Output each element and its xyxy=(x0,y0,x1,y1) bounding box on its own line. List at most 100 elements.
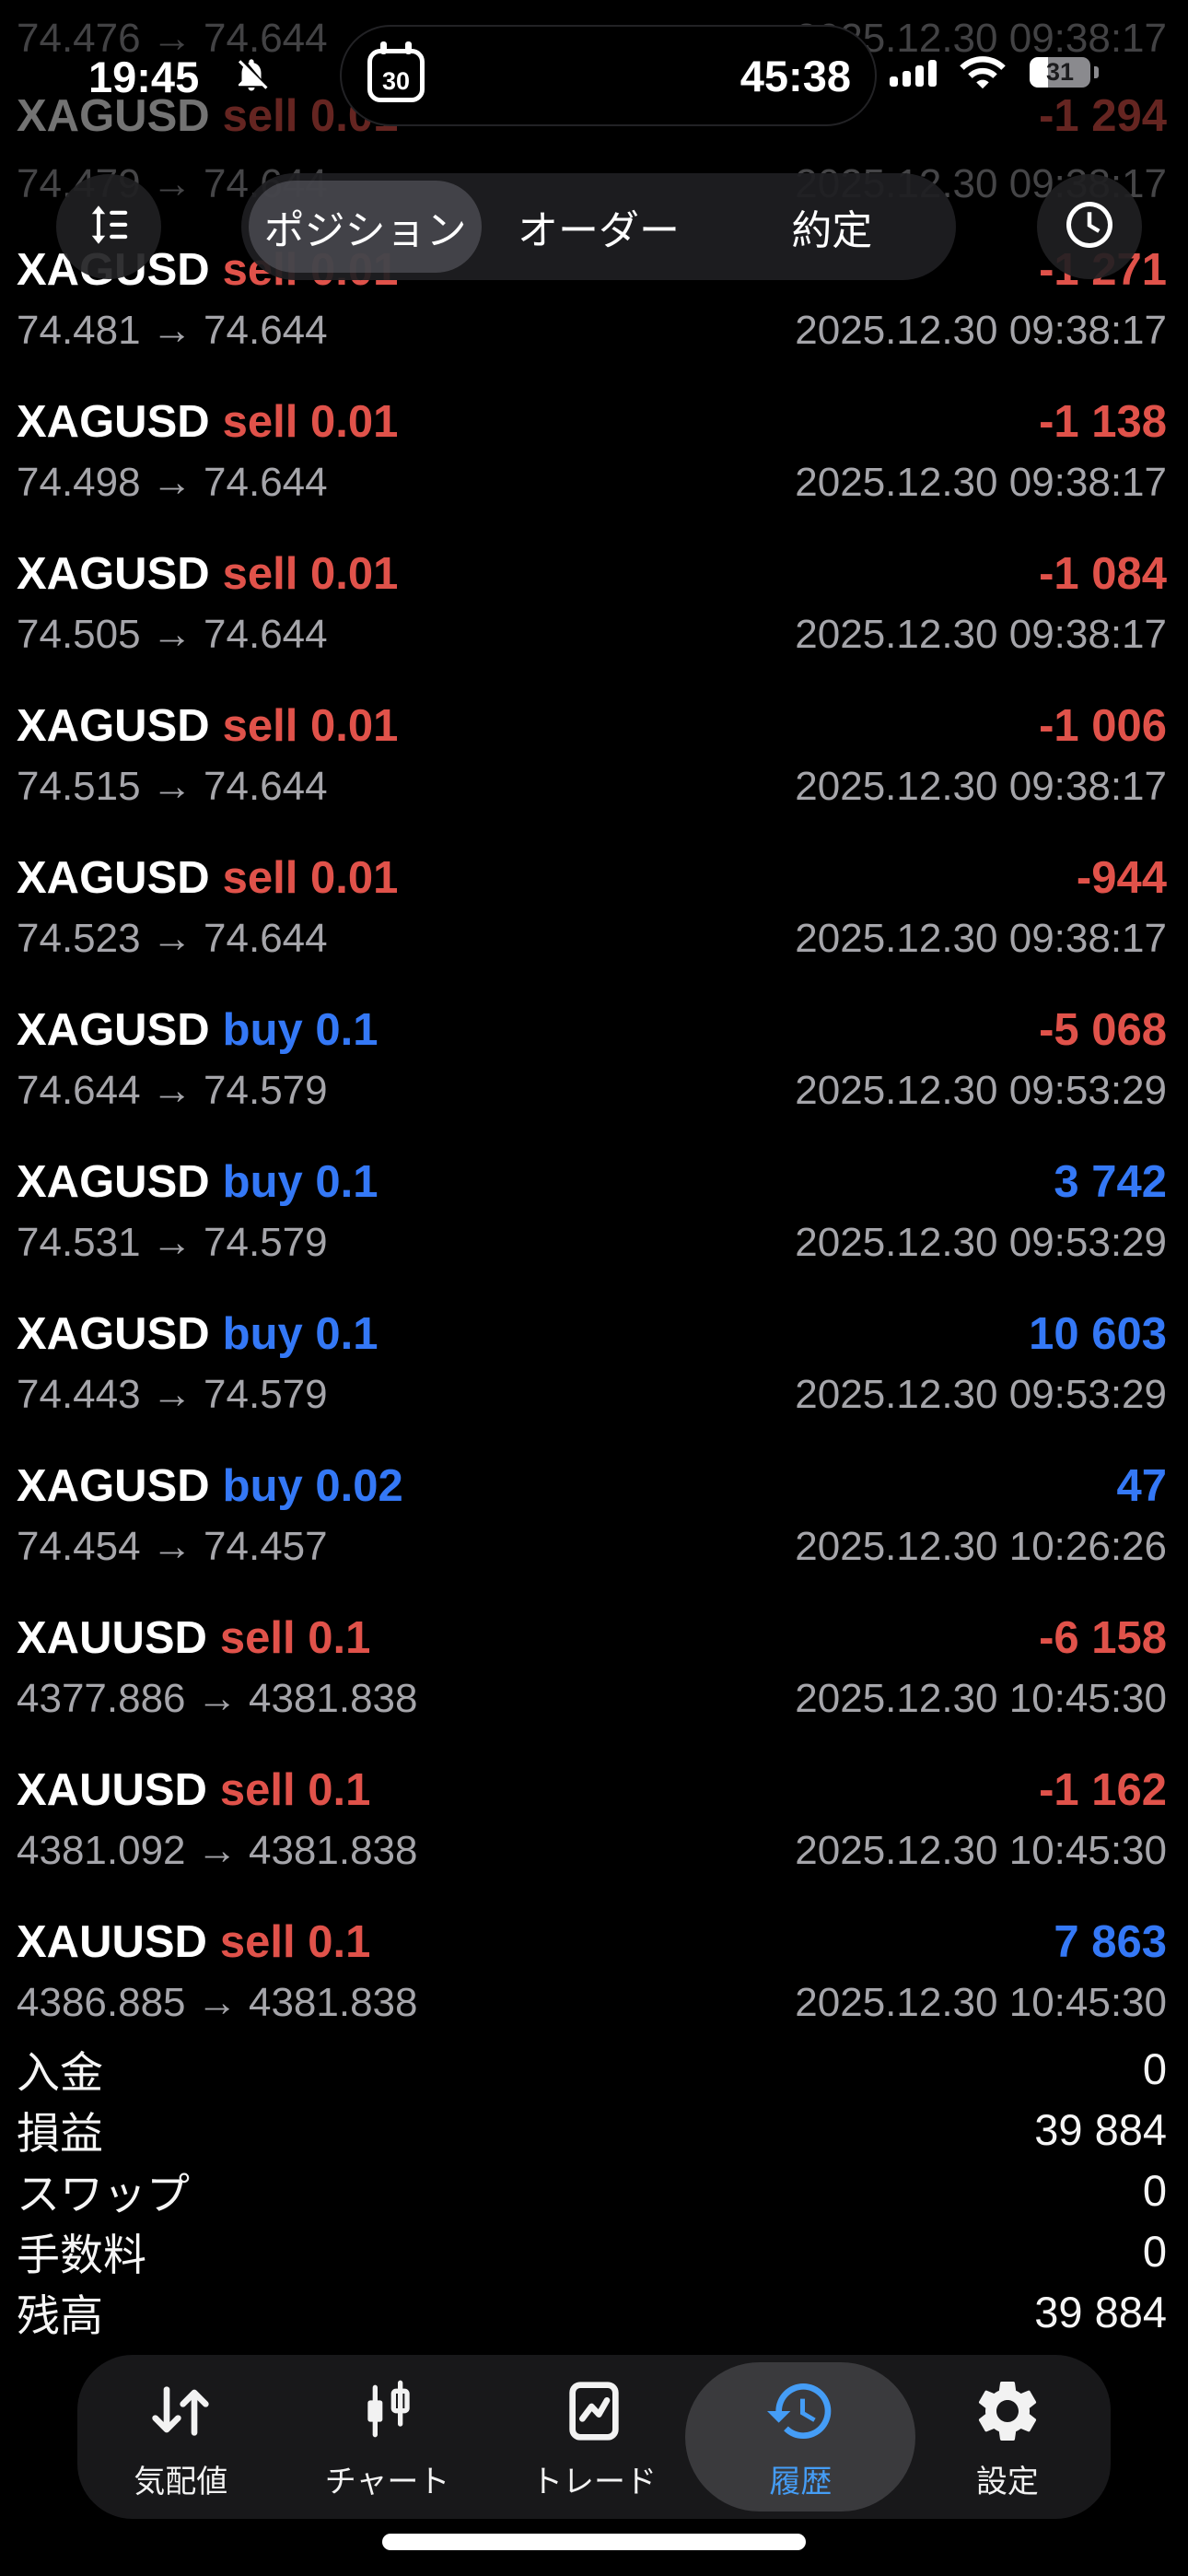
table-row[interactable]: XAGUSD buy 0.1 10 603 74.443 → 74.579 2025.… xyxy=(17,1306,1167,1458)
ghost-row-prices: 74.476 → 74.644 2025.12.30 09:38:17 xyxy=(17,12,1167,65)
symbol: XAGUSD xyxy=(17,1309,210,1359)
close-time: 2025.12.30 09:53:29 xyxy=(795,1220,1167,1265)
close-time: 2025.12.30 09:53:29 xyxy=(795,1372,1167,1417)
prices: 74.523 → 74.644 xyxy=(17,916,328,961)
table-row[interactable]: XAGUSD buy 0.02 47 74.454 → 74.457 2025.12.… xyxy=(17,1458,1167,1610)
prices: 74.481 → 74.644 xyxy=(17,308,328,353)
summary-swap: スワップ 0 xyxy=(17,2165,1167,2219)
close-time: 2025.12.30 09:38:17 xyxy=(795,612,1167,657)
nav-item-trade[interactable]: トレード xyxy=(491,2355,697,2519)
prices: 74.505 → 74.644 xyxy=(17,612,328,657)
battery-fill xyxy=(1030,57,1049,88)
table-row[interactable]: XAGUSD sell 0.01 -1 138 74.498 → 74.644 202… xyxy=(17,394,1167,546)
candlestick-chart-icon xyxy=(351,2373,425,2449)
close-time: 2025.12.30 09:38:17 xyxy=(795,764,1167,809)
prices: 74.644 → 74.579 xyxy=(17,1068,328,1113)
home-indicator[interactable] xyxy=(382,2534,806,2550)
history-mode-tabs: ポジション オーダー 約定 xyxy=(241,173,956,280)
calendar-icon: 30 xyxy=(367,41,425,102)
side-volume: sell 0.01 xyxy=(222,853,399,903)
tab-positions[interactable]: ポジション xyxy=(249,181,483,273)
side-volume: buy 0.02 xyxy=(222,1461,403,1511)
cellular-signal-icon xyxy=(890,57,941,87)
tab-deals[interactable]: 約定 xyxy=(791,208,873,253)
side-volume: buy 0.1 xyxy=(222,1309,379,1359)
clock-time: 19:45 xyxy=(88,53,200,101)
table-row[interactable]: XAUUSD sell 0.1 -6 158 4377.886 → 4381.838… xyxy=(17,1610,1167,1762)
battery-percent: 31 xyxy=(1045,58,1075,86)
profit: -944 xyxy=(1076,853,1167,903)
sort-filter-icon xyxy=(84,200,134,254)
side-volume: sell 0.01 xyxy=(222,701,399,751)
symbol: XAGUSD xyxy=(17,397,210,447)
close-time: 2025.12.30 10:26:26 xyxy=(795,1524,1167,1569)
table-row[interactable]: XAGUSD sell 0.01 -944 74.523 → 74.644 2025.… xyxy=(17,850,1167,1002)
close-time: 2025.12.30 09:38:17 xyxy=(795,308,1167,353)
table-row[interactable]: XAUUSD sell 0.1 7 863 4386.885 → 4381.838 2… xyxy=(17,1914,1167,2067)
prices: 74.531 → 74.579 xyxy=(17,1220,328,1265)
history-clock-icon xyxy=(763,2373,837,2449)
table-row[interactable]: XAGUSD buy 0.1 3 742 74.531 → 74.579 2025.1… xyxy=(17,1154,1167,1306)
table-row[interactable]: XAGUSD sell 0.01 -1 006 74.515 → 74.644 202… xyxy=(17,698,1167,850)
battery-nub xyxy=(1094,66,1099,78)
symbol: XAGUSD xyxy=(17,1461,210,1511)
profit: 10 603 xyxy=(1029,1309,1167,1359)
status-bar: 19:45 30 45:38 31 xyxy=(0,0,1188,138)
side-volume: sell 0.1 xyxy=(219,1613,371,1663)
time-period-button[interactable] xyxy=(1037,174,1142,279)
summary-commission: 手数料 0 xyxy=(17,2226,1167,2279)
battery-icon: 31 xyxy=(1030,57,1090,88)
ghost-profit: -1 294 xyxy=(1039,91,1167,141)
profit: -5 068 xyxy=(1039,1005,1167,1055)
table-row[interactable]: XAGUSD sell 0.01 -1 084 74.505 → 74.644 202… xyxy=(17,546,1167,698)
symbol: XAUUSD xyxy=(17,1613,207,1663)
summary-profit: 損益 39 884 xyxy=(17,2104,1167,2158)
table-row[interactable]: XAGUSD buy 0.1 -5 068 74.644 → 74.579 2025.… xyxy=(17,1002,1167,1154)
prices: 74.515 → 74.644 xyxy=(17,764,328,809)
bell-slash-icon xyxy=(232,55,271,99)
close-time: 2025.12.30 10:45:30 xyxy=(795,1676,1167,1721)
symbol: XAGUSD xyxy=(17,853,210,903)
close-time: 2025.12.30 09:38:17 xyxy=(795,460,1167,505)
sort-filter-button[interactable] xyxy=(56,174,161,279)
nav-item-quotes[interactable]: 気配値 xyxy=(77,2355,284,2519)
profit: -6 158 xyxy=(1039,1613,1167,1663)
clock-icon xyxy=(1062,197,1117,257)
side-volume: buy 0.1 xyxy=(222,1157,379,1207)
close-time: 2025.12.30 10:45:30 xyxy=(795,1828,1167,1873)
close-time: 2025.12.30 09:53:29 xyxy=(795,1068,1167,1113)
tab-orders[interactable]: オーダー xyxy=(517,208,680,253)
profit: 3 742 xyxy=(1054,1157,1167,1207)
prices: 4377.886 → 4381.838 xyxy=(17,1676,418,1721)
nav-item-settings[interactable]: 設定 xyxy=(904,2355,1111,2519)
nav-item-charts[interactable]: チャート xyxy=(284,2355,490,2519)
side-volume: sell 0.01 xyxy=(222,549,399,599)
symbol: XAUUSD xyxy=(17,1917,207,1967)
symbol: XAUUSD xyxy=(17,1765,207,1815)
prices: 74.454 → 74.457 xyxy=(17,1524,328,1569)
account-summary: 入金 0 損益 39 884 スワップ 0 手数料 0 残高 39 884 xyxy=(17,2038,1167,2342)
profit: 47 xyxy=(1116,1461,1167,1511)
profit: -1 138 xyxy=(1039,397,1167,447)
side-volume: sell 0.1 xyxy=(219,1765,371,1815)
timer-value: 45:38 xyxy=(740,51,851,100)
prices: 4386.885 → 4381.838 xyxy=(17,1980,418,2025)
wifi-icon xyxy=(958,52,1007,95)
profit: -1 084 xyxy=(1039,549,1167,599)
summary-deposit: 入金 0 xyxy=(17,2043,1167,2097)
profit: 7 863 xyxy=(1054,1917,1167,1967)
status-icons: 31 xyxy=(884,0,1188,138)
symbol: XAGUSD xyxy=(17,1157,210,1207)
summary-balance: 残高 39 884 xyxy=(17,2287,1167,2340)
symbol: XAGUSD xyxy=(17,701,210,751)
gear-icon xyxy=(971,2373,1044,2449)
side-volume: buy 0.1 xyxy=(222,1005,379,1055)
profit: -1 162 xyxy=(1039,1765,1167,1815)
nav-item-history[interactable]: 履歴 xyxy=(685,2355,916,2519)
quotes-arrows-icon xyxy=(144,2373,217,2449)
symbol: XAGUSD xyxy=(17,1005,210,1055)
dynamic-island-live-activity[interactable]: 30 45:38 xyxy=(340,25,877,126)
table-row[interactable]: XAUUSD sell 0.1 -1 162 4381.092 → 4381.838… xyxy=(17,1762,1167,1914)
